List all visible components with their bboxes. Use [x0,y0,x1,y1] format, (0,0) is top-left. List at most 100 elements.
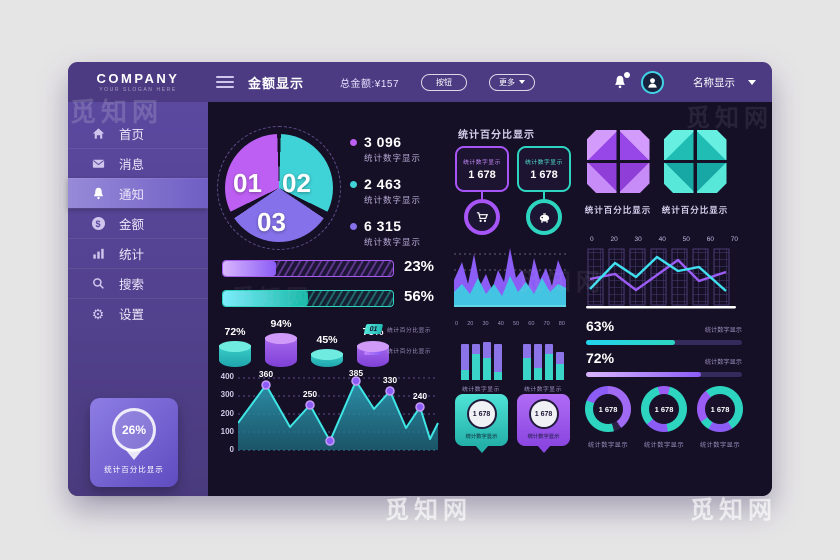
home-icon [90,125,106,141]
pin-pointer [474,445,489,453]
clover-graphics: 统计百分比显示 统计百分比显示 [585,130,727,216]
profile-name-dropdown[interactable]: 名称显示 [693,76,735,89]
sidebar-menu: 首页 消息 通知 $ 金额 统计 [68,118,208,328]
grid-line-chart: 0 20 30 40 50 60 70 [586,236,742,318]
bar-group: 统计数字显示 [455,340,507,393]
promo-stat-card: 26% 统计百分比显示 [90,398,178,487]
coin-icon: $ [90,216,106,232]
svg-text:385: 385 [349,370,363,378]
cart-icon [464,199,500,235]
legend-item: 6 315 统计数字显示 [350,218,421,248]
svg-text:240: 240 [413,391,427,401]
x-axis: 0 20 30 40 50 60 70 80 [455,321,565,327]
pin-pointer [536,445,551,453]
promo-value: 26% [121,423,147,437]
cylinder: 72% [218,326,252,367]
mountain-chart: 0 20 30 40 50 60 70 80 [454,242,566,327]
stat-bar-header: 72% 统计数字显示 [586,350,742,366]
bell-icon [90,186,106,202]
notification-dot [624,72,630,78]
svg-text:250: 250 [303,389,317,399]
top-bar: COMPANY YOUR SLOGAN HERE 金额显示 总金额:¥157 按… [68,62,772,102]
legend-dot [350,138,357,146]
pie-segments [225,134,333,242]
pin-card-purple: 1 678 统计数字显示 [517,394,570,453]
stat-badge-piggy: 统计数字显示 1 678 [517,146,571,235]
gear-icon: ⚙ [91,305,105,322]
donut-chart: 1 678 统计数字显示 [640,386,688,449]
sidebar-item-amount[interactable]: $ 金额 [68,208,208,238]
pie-label-02: 02 [282,168,311,198]
progress-bar-purple [222,260,394,277]
x-axis: 0 20 30 40 50 60 70 [590,236,738,243]
pin-stat-cards: 1 678 统计数字显示 1 678 统计数字显示 [455,394,570,453]
chevron-down-icon [519,80,526,84]
mid-section-title: 统计百分比显示 [458,130,535,141]
mail-icon [90,156,106,172]
action-button[interactable]: 按钮 [421,73,468,91]
stat-badge-cart: 统计数字显示 1 678 [455,146,509,235]
logo: COMPANY YOUR SLOGAN HERE [68,71,208,93]
stats-icon [90,246,106,262]
stat-bar-teal [586,340,742,345]
sidebar-item-settings[interactable]: ⚙ 设置 [68,298,208,328]
pie-label-01: 01 [233,168,262,198]
legend-dot [350,180,357,188]
piggy-bank-icon [526,199,562,235]
pie-chart: 01 02 03 [216,124,342,254]
pin-pointer [125,449,143,460]
profile-chevron-down-icon[interactable] [748,79,756,85]
svg-text:330: 330 [383,375,397,385]
donut-chart: 1 678 统计数字显示 [584,386,632,449]
company-slogan: YOUR SLOGAN HERE [99,87,177,93]
svg-text:360: 360 [259,370,273,379]
clover-teal: 统计百分比显示 [662,130,727,216]
pie-legend: 3 096 统计数字显示 2 463 统计数字显示 6 315 统计数字显示 [350,134,421,260]
legend-item: 2 463 统计数字显示 [350,176,421,206]
promo-label: 统计百分比显示 [104,465,164,474]
y-axis: 400 300 200 100 0 [220,372,234,454]
total-amount: 总金额:¥157 [340,78,400,90]
cylinder: 94% [264,318,298,367]
search-icon [90,276,106,292]
legend-dot [350,222,357,230]
pin-card-teal: 1 678 统计数字显示 [455,394,508,453]
donut-chart: 1 678 统计数字显示 [696,386,744,449]
cylinder-chart: 72% 94% 45% 78% [218,318,390,367]
stat-bar-header: 63% 统计数字显示 [586,318,742,334]
cylinder-legend: 01 统计百分比显示 02 统计百分比显示 [363,324,431,366]
sidebar-item-messages[interactable]: 消息 [68,148,208,178]
legend-item: 3 096 统计数字显示 [350,134,421,164]
sidebar-item-home[interactable]: 首页 [68,118,208,148]
sidebar-item-search[interactable]: 搜索 [68,268,208,298]
sidebar-item-notifications[interactable]: 通知 [68,178,208,208]
pie-label-03: 03 [257,207,286,237]
progress-value: 56% [404,288,435,305]
stat-badges: 统计数字显示 1 678 统计数字显示 1 678 [455,146,571,235]
progress-bar-teal [222,290,394,307]
mountain-chart-svg [454,248,566,307]
bar-group: 统计数字显示 [517,340,569,393]
hamburger-menu-icon[interactable] [216,73,234,91]
clover-purple: 统计百分比显示 [585,130,650,216]
progress-fill [223,261,276,276]
company-name: COMPANY [96,71,180,86]
donut-charts: 1 678 统计数字显示 1 678 统计数字显示 1 678 统计数字显示 [584,386,744,449]
stat-bar-purple [586,372,742,377]
notifications-bell-icon[interactable] [612,72,630,90]
area-chart-svg: 360 250 385 330 240 [238,370,439,451]
cylinder: 45% [310,334,344,367]
grid-line-chart-svg [586,248,736,309]
more-button[interactable]: 更多 [489,73,536,91]
sidebar-item-statistics[interactable]: 统计 [68,238,208,268]
stacked-bar-charts: 统计数字显示 统计数字显示 [455,340,569,393]
area-line-chart: 400 300 200 100 0 [216,370,440,462]
dashboard-card: COMPANY YOUR SLOGAN HERE 金额显示 总金额:¥157 按… [68,62,772,496]
sidebar: 首页 消息 通知 $ 金额 统计 [68,102,208,496]
header-right: 名称显示 [612,70,756,94]
avatar[interactable] [641,70,664,94]
progress-value: 23% [404,258,435,275]
page-title: 金额显示 [248,75,305,91]
main-content: 01 02 03 3 096 统计数字显示 2 463 统计数字显示 [208,102,772,496]
